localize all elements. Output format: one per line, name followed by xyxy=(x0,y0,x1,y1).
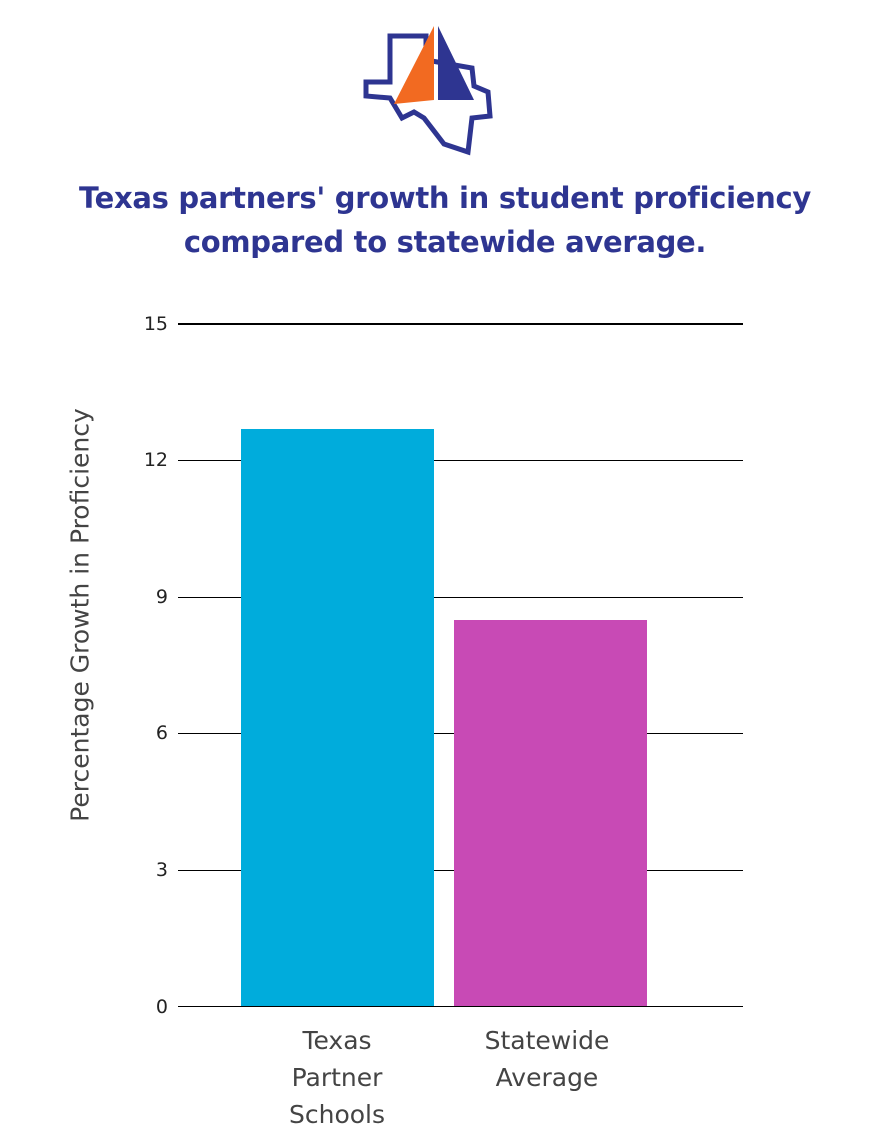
y-tick-3: 3 xyxy=(155,859,168,881)
y-tick-15: 15 xyxy=(143,313,168,335)
gridline-15 xyxy=(178,323,743,325)
gridline-9 xyxy=(178,597,743,598)
chart-title-line-2: compared to statewide average. xyxy=(183,225,707,259)
baseline-0 xyxy=(178,1006,743,1007)
bar-statewide-average xyxy=(454,619,647,1007)
chart-title-line-1: Texas partners' growth in student profic… xyxy=(78,181,812,215)
y-tick-9: 9 xyxy=(155,586,168,608)
x-label-line: Average xyxy=(495,1063,599,1092)
gridline-12 xyxy=(178,460,743,461)
y-tick-0: 0 xyxy=(155,996,168,1018)
x-label-texas-partner-schools: Texas Partner Schools xyxy=(237,1022,437,1133)
y-tick-12: 12 xyxy=(143,449,168,471)
x-label-line: Statewide xyxy=(484,1026,610,1055)
chart-title: Texas partners' growth in student profic… xyxy=(0,176,890,264)
x-label-statewide-average: Statewide Average xyxy=(447,1022,647,1096)
texas-sail-logo-icon xyxy=(363,26,493,156)
y-tick-6: 6 xyxy=(155,722,168,744)
x-label-line: Partner xyxy=(291,1063,383,1092)
y-axis-label: Percentage Growth in Proficiency xyxy=(65,408,95,822)
x-label-line: Texas xyxy=(302,1026,372,1055)
x-label-line: Schools xyxy=(288,1100,386,1129)
bar-texas-partner-schools xyxy=(241,428,434,1007)
